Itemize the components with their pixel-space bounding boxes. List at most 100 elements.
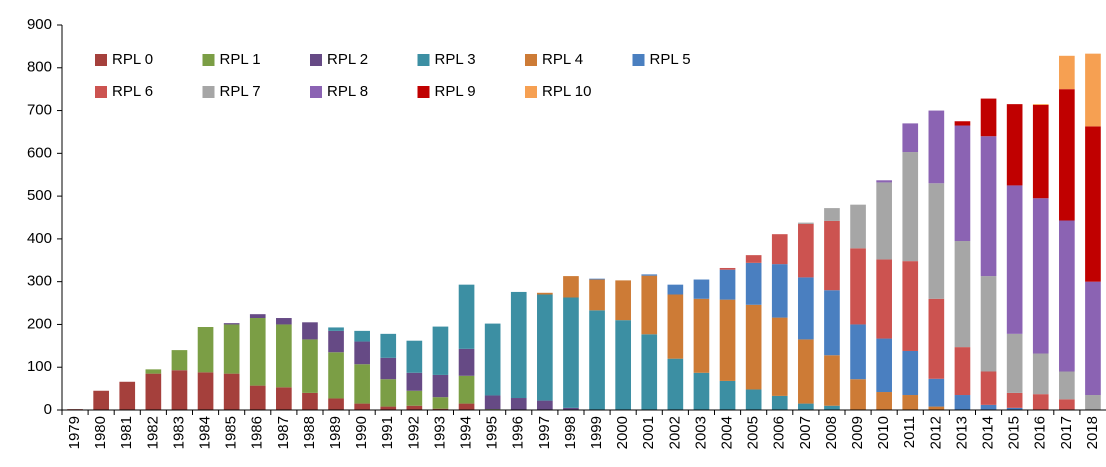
x-tick-label: 1994: [458, 416, 475, 449]
bar-segment: [876, 180, 892, 183]
bar-segment: [980, 276, 997, 372]
bar-segment: [850, 248, 866, 325]
x-tick-label: 1987: [275, 416, 292, 449]
bar-segment: [928, 378, 945, 407]
y-tick-label: 200: [27, 315, 52, 332]
bar-segment: [824, 405, 840, 410]
legend-swatch: [310, 86, 322, 98]
legend-label: RPL 5: [650, 51, 691, 68]
bar-segment: [902, 395, 919, 410]
bar-segment: [145, 373, 162, 410]
x-tick-label: 2008: [823, 416, 840, 449]
x-tick-label: 2001: [640, 416, 657, 449]
bar-segment: [563, 407, 579, 410]
legend-label: RPL 7: [220, 83, 261, 100]
bar-segment: [902, 350, 919, 396]
x-tick-label: 1986: [249, 416, 266, 449]
bar-segment: [771, 264, 788, 318]
bar-segment: [249, 385, 266, 410]
legend-label: RPL 4: [542, 51, 583, 68]
bar-segment: [980, 404, 997, 410]
bar-segment: [171, 370, 188, 410]
bar-segment: [328, 398, 344, 410]
x-tick-label: 2004: [719, 416, 736, 449]
bar-segment: [928, 110, 945, 184]
bar-segment: [537, 292, 553, 295]
x-tick-label: 2010: [875, 416, 892, 449]
bar-segment: [249, 318, 266, 386]
bar-segment: [928, 406, 945, 410]
bar-segment: [354, 403, 370, 410]
x-tick-label: 1984: [197, 416, 214, 449]
bar-segment: [406, 405, 423, 410]
bar-segment: [980, 136, 997, 277]
legend-swatch: [417, 54, 430, 66]
bar-segment: [798, 277, 814, 340]
y-tick-label: 900: [27, 16, 52, 33]
bar-segment: [876, 392, 892, 410]
bar-segment: [1032, 394, 1049, 410]
bar-segment: [980, 371, 997, 405]
bar-segment: [693, 372, 710, 410]
bar-segment: [1085, 53, 1101, 127]
bar-segment: [432, 326, 449, 375]
x-tick-label: 2007: [797, 416, 814, 449]
legend-label: RPL 9: [435, 83, 476, 100]
bar-segment: [145, 369, 162, 374]
bar-segment: [1006, 185, 1023, 334]
legend-swatch: [310, 54, 322, 66]
bar-segment: [458, 403, 475, 410]
x-tick-label: 1988: [301, 416, 318, 449]
bar-segment: [980, 98, 997, 137]
x-tick-label: 1983: [170, 416, 187, 449]
x-tick-label: 2015: [1006, 416, 1023, 449]
bar-segment: [719, 269, 736, 300]
bar-segment: [771, 317, 788, 396]
bar-segment: [510, 291, 527, 399]
bar-segment: [563, 276, 579, 298]
x-tick-label: 2014: [980, 416, 997, 449]
x-tick-label: 2011: [901, 416, 918, 448]
bar-segment: [667, 284, 684, 295]
bar-segment: [1059, 399, 1075, 410]
legend-swatch: [95, 86, 107, 98]
bar-segment: [510, 398, 527, 410]
bar-segment: [928, 183, 945, 299]
bar-segment: [1032, 353, 1049, 395]
bar-segment: [276, 387, 292, 410]
bar-segment: [537, 294, 553, 401]
bar-segment: [1006, 407, 1023, 410]
bar-segment: [1032, 104, 1049, 199]
x-tick-label: 1993: [431, 416, 448, 449]
bar-segment: [902, 261, 919, 351]
bar-segment: [223, 324, 240, 374]
bar-segment: [302, 339, 318, 393]
x-tick-label: 2005: [745, 416, 762, 449]
y-tick-label: 800: [27, 59, 52, 76]
x-tick-label: 2017: [1058, 416, 1075, 449]
y-tick-label: 0: [44, 401, 52, 418]
bar-segment: [745, 389, 762, 410]
bar-segment: [458, 375, 475, 404]
x-tick-label: 2003: [692, 416, 709, 449]
y-tick-label: 500: [27, 187, 52, 204]
bar-segment: [276, 318, 292, 325]
bar-segment: [406, 340, 423, 373]
bar-segment: [1006, 392, 1023, 408]
legend-label: RPL 8: [327, 83, 368, 100]
legend-label: RPL 0: [112, 51, 153, 68]
legend-swatch: [525, 86, 537, 98]
legend-swatch: [202, 54, 215, 66]
bar-segment: [1085, 395, 1101, 410]
bar-segment: [302, 322, 318, 340]
bar-segment: [798, 403, 814, 410]
x-tick-label: 2006: [771, 416, 788, 449]
x-tick-label: 1995: [484, 416, 501, 449]
bar-segment: [484, 323, 501, 396]
bar-segment: [954, 347, 971, 396]
bar-segment: [197, 372, 214, 410]
bar-segment: [902, 152, 919, 262]
bar-segment: [876, 259, 892, 339]
bar-segment: [432, 374, 449, 398]
bar-segment: [954, 121, 971, 126]
